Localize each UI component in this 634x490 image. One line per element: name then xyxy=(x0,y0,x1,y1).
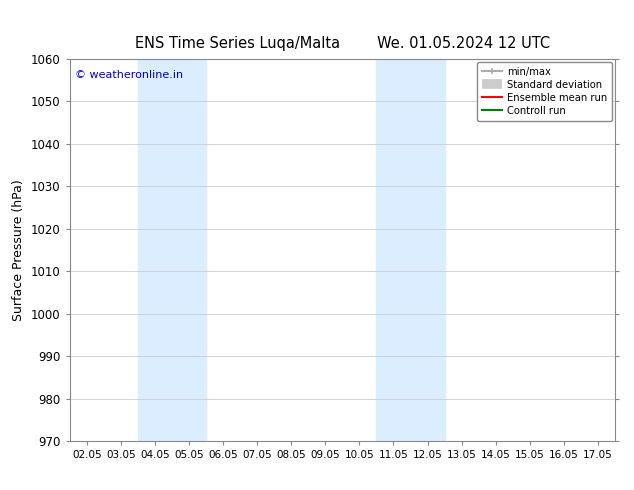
Text: © weatheronline.in: © weatheronline.in xyxy=(75,70,183,80)
Bar xyxy=(138,59,206,441)
Y-axis label: Surface Pressure (hPa): Surface Pressure (hPa) xyxy=(13,179,25,321)
Title: ENS Time Series Luqa/Malta        We. 01.05.2024 12 UTC: ENS Time Series Luqa/Malta We. 01.05.202… xyxy=(135,36,550,50)
Bar xyxy=(377,59,444,441)
Legend: min/max, Standard deviation, Ensemble mean run, Controll run: min/max, Standard deviation, Ensemble me… xyxy=(477,62,612,121)
